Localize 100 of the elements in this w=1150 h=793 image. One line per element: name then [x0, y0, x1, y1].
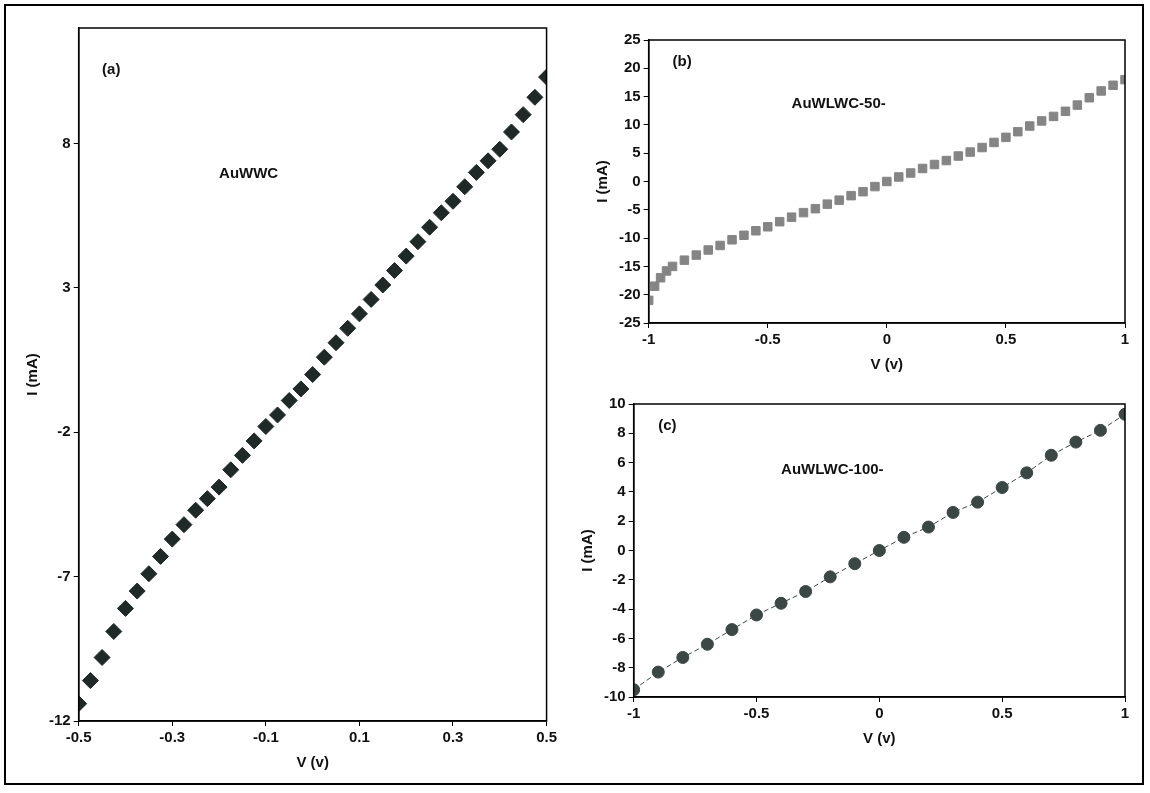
point	[921, 520, 935, 534]
point	[409, 233, 427, 251]
point	[823, 570, 837, 584]
x-tick-label: 0	[875, 704, 884, 722]
y-tick-label: -2	[57, 422, 71, 440]
point	[1060, 106, 1071, 117]
x-tick-label: -1	[627, 704, 641, 722]
point	[750, 608, 764, 622]
point	[140, 565, 158, 583]
point	[187, 501, 205, 519]
point	[350, 305, 368, 323]
y-tick-label: 10	[608, 394, 626, 412]
x-axis-title: V (v)	[863, 729, 896, 747]
y-tick-label: 5	[632, 143, 641, 161]
y-tick-label: 15	[623, 86, 641, 104]
point	[163, 530, 181, 548]
point	[703, 245, 713, 255]
point	[786, 212, 797, 222]
point	[872, 544, 886, 557]
x-tick-label: -0.5	[754, 330, 781, 348]
point	[1096, 86, 1106, 96]
point	[649, 281, 660, 291]
annotation: (b)	[672, 51, 692, 69]
point	[444, 192, 462, 210]
point	[763, 222, 773, 232]
point	[198, 490, 216, 508]
point	[1108, 80, 1118, 91]
point	[953, 151, 964, 161]
point	[152, 547, 170, 565]
point	[1020, 466, 1034, 480]
y-tick-label: 0	[617, 540, 626, 558]
y-tick-label: 10	[623, 115, 641, 133]
annotation: AuWWC	[219, 164, 279, 182]
point	[386, 262, 404, 280]
y-axis-title: I (mA)	[593, 160, 611, 203]
point	[280, 391, 298, 409]
point	[128, 582, 146, 600]
x-tick-label: 0.1	[348, 728, 370, 746]
point	[456, 178, 474, 196]
point	[739, 230, 749, 241]
x-tick-label: -1	[642, 330, 656, 348]
y-tick-label: 6	[617, 452, 626, 470]
point	[81, 672, 99, 690]
x-axis-title: V (v)	[296, 753, 329, 771]
y-tick-label: 20	[623, 58, 641, 76]
point	[245, 432, 263, 450]
point	[725, 623, 739, 637]
point	[93, 648, 111, 666]
point	[327, 334, 345, 352]
y-tick-label: -5	[627, 199, 641, 217]
point	[894, 172, 904, 182]
point	[1093, 423, 1107, 437]
point	[526, 88, 544, 106]
y-tick-label: -15	[618, 256, 641, 274]
point	[774, 216, 785, 227]
y-tick-label: 25	[623, 30, 641, 48]
x-tick-label: -0.3	[159, 728, 186, 746]
point	[210, 478, 228, 496]
point	[905, 168, 916, 178]
point	[858, 186, 868, 197]
annotation: (c)	[658, 416, 677, 434]
point	[374, 276, 392, 294]
y-tick-label: -20	[618, 284, 641, 302]
point	[799, 585, 813, 599]
point	[479, 152, 497, 170]
y-tick-label: -8	[612, 657, 626, 675]
point	[292, 380, 310, 398]
point	[1024, 121, 1035, 131]
x-tick-label: -0.5	[743, 704, 770, 722]
y-tick-label: 3	[62, 278, 71, 296]
point	[421, 218, 439, 236]
point	[105, 622, 123, 640]
y-tick-label: -10	[618, 228, 641, 246]
point	[1072, 100, 1083, 110]
point	[315, 348, 333, 366]
annotation: AuWLWC-50-	[791, 94, 886, 112]
point	[269, 406, 287, 424]
annotation: (a)	[102, 60, 121, 78]
point	[995, 481, 1009, 495]
x-tick-label: 0	[882, 330, 892, 348]
point	[1044, 448, 1058, 462]
point	[822, 199, 833, 209]
point	[700, 637, 714, 651]
y-axis-title: I (mA)	[23, 353, 41, 396]
y-tick-label: -4	[612, 599, 627, 617]
point	[977, 142, 987, 153]
point	[362, 290, 380, 308]
point	[989, 137, 999, 148]
point	[848, 557, 862, 571]
point	[1013, 126, 1023, 137]
point	[397, 247, 415, 265]
point	[946, 505, 960, 519]
y-tick-label: -2	[612, 569, 626, 587]
point	[917, 163, 928, 174]
point	[1048, 111, 1059, 122]
y-tick-label: 8	[62, 133, 71, 151]
point	[751, 226, 761, 236]
point	[870, 181, 880, 192]
y-tick-label: -25	[618, 313, 641, 331]
y-axis-title: I (mA)	[578, 529, 596, 572]
